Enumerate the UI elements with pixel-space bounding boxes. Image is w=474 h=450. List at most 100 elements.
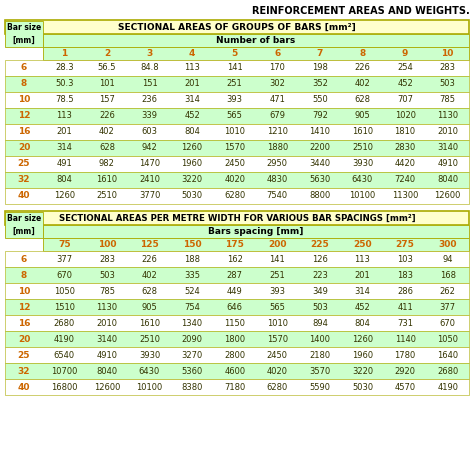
Text: 226: 226 [355,63,371,72]
Text: 646: 646 [227,302,243,311]
Text: 894: 894 [312,319,328,328]
Text: 225: 225 [310,240,329,249]
Text: 6: 6 [21,63,27,72]
Text: 7180: 7180 [224,382,246,392]
Text: 1610: 1610 [139,319,160,328]
Text: 100: 100 [98,240,116,249]
Text: 170: 170 [269,63,285,72]
Text: 905: 905 [355,112,370,121]
Text: 785: 785 [99,287,115,296]
Text: 101: 101 [99,80,115,89]
Bar [5,60,469,76]
Text: 905: 905 [142,302,157,311]
Text: 1150: 1150 [224,319,245,328]
Text: 28.3: 28.3 [55,63,73,72]
Text: 1800: 1800 [224,334,245,343]
Bar [5,379,469,395]
Text: 339: 339 [142,112,157,121]
Text: 251: 251 [269,270,285,279]
Text: 3140: 3140 [96,334,118,343]
Text: 1340: 1340 [182,319,203,328]
Text: 1640: 1640 [437,351,458,360]
Bar [5,251,469,267]
Text: 2920: 2920 [394,366,416,375]
Text: 565: 565 [269,302,285,311]
Text: 1010: 1010 [224,127,245,136]
Text: 2410: 2410 [139,176,160,184]
Text: 982: 982 [99,159,115,168]
Text: 2180: 2180 [310,351,330,360]
Text: SECTIONAL AREAS OF GROUPS OF BARS [mm²]: SECTIONAL AREAS OF GROUPS OF BARS [mm²] [118,22,356,32]
Bar [5,299,469,315]
Text: 3270: 3270 [182,351,203,360]
Text: 804: 804 [56,176,72,184]
Text: 32: 32 [18,176,30,184]
Text: 283: 283 [440,63,456,72]
Text: 3570: 3570 [309,366,330,375]
Text: 223: 223 [312,270,328,279]
Text: 275: 275 [396,240,415,249]
Text: 1260: 1260 [54,192,75,201]
Text: 4420: 4420 [394,159,416,168]
Text: 2950: 2950 [267,159,288,168]
Bar [5,76,469,92]
Text: 262: 262 [440,287,456,296]
Text: 1780: 1780 [394,351,416,360]
Text: 402: 402 [355,80,370,89]
Text: 4570: 4570 [394,382,416,392]
Text: 314: 314 [184,95,200,104]
Text: 10700: 10700 [51,366,77,375]
Text: 16: 16 [18,127,30,136]
Text: 1020: 1020 [394,112,416,121]
Text: 3930: 3930 [139,351,160,360]
Text: [mm]: [mm] [13,227,36,236]
Text: 603: 603 [142,127,157,136]
Text: 4830: 4830 [267,176,288,184]
Text: 2200: 2200 [310,144,330,153]
Text: 287: 287 [227,270,243,279]
Text: 254: 254 [397,63,413,72]
Text: 8040: 8040 [96,366,118,375]
Bar [5,188,469,204]
Text: 3: 3 [146,49,153,58]
Text: 201: 201 [355,270,370,279]
Text: 4600: 4600 [224,366,245,375]
Text: 226: 226 [99,112,115,121]
Text: 32: 32 [18,366,30,375]
Text: Bar size: Bar size [7,214,41,223]
Text: Bar size: Bar size [7,23,41,32]
Text: 2450: 2450 [267,351,288,360]
Text: 670: 670 [56,270,73,279]
Text: 1050: 1050 [437,334,458,343]
Text: 56.5: 56.5 [98,63,116,72]
Text: REINFORCEMENT AREAS AND WEIGHTS.: REINFORCEMENT AREAS AND WEIGHTS. [252,6,470,16]
Text: 8380: 8380 [182,382,203,392]
Text: 6280: 6280 [267,382,288,392]
Text: 5630: 5630 [309,176,330,184]
Bar [43,238,469,251]
Text: 2010: 2010 [96,319,118,328]
Text: 503: 503 [312,302,328,311]
Text: 78.5: 78.5 [55,95,73,104]
Text: 1130: 1130 [96,302,118,311]
Text: 75: 75 [58,240,71,249]
Text: 804: 804 [184,127,200,136]
Text: 5590: 5590 [310,382,330,392]
Text: 2450: 2450 [224,159,245,168]
Bar [5,211,469,225]
Text: 10: 10 [18,287,30,296]
Text: 679: 679 [269,112,285,121]
Text: Bars spacing [mm]: Bars spacing [mm] [208,227,304,236]
Text: 150: 150 [183,240,201,249]
Text: 3930: 3930 [352,159,373,168]
Bar [5,267,469,283]
Text: 1470: 1470 [139,159,160,168]
Text: 3220: 3220 [182,176,203,184]
Text: 1130: 1130 [437,112,458,121]
Text: 1260: 1260 [182,144,203,153]
Bar [43,34,469,47]
Text: 2090: 2090 [182,334,202,343]
Text: 8: 8 [359,49,365,58]
Text: 125: 125 [140,240,159,249]
Text: 12: 12 [18,112,30,121]
